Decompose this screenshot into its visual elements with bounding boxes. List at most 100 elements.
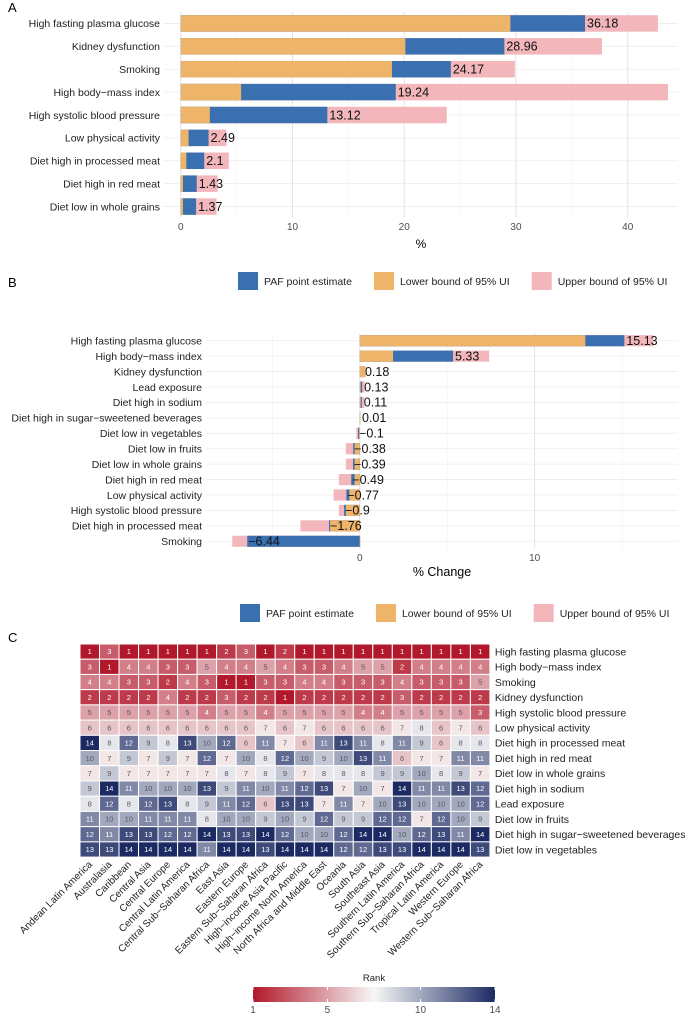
bar-value-label: −1.76	[330, 519, 362, 533]
heat-cell-value: 12	[378, 815, 386, 824]
heat-cell-value: 11	[457, 830, 465, 839]
heat-cell-value: 2	[400, 662, 404, 671]
bar-value-label: −0.77	[347, 488, 379, 502]
legend-label-pe: PAF point estimate	[266, 608, 354, 620]
heat-cell-value: 2	[283, 647, 287, 656]
bar-lower-bound	[180, 129, 189, 147]
heat-cell-value: 3	[205, 678, 209, 687]
bar-value-label: 5.33	[455, 349, 479, 363]
bar-lower-bound	[180, 38, 406, 55]
heat-cell-value: 5	[166, 708, 170, 717]
bar-value-label: 2.1	[206, 154, 223, 168]
heat-row-label: High body−mass index	[495, 662, 602, 674]
legend-label-pe: PAF point estimate	[264, 276, 352, 288]
bar-upper-bound	[345, 458, 360, 470]
heat-cell-value: 10	[203, 739, 211, 748]
heat-cell-value: 1	[88, 647, 92, 656]
heat-cell-value: 13	[164, 799, 172, 808]
heat-cell-value: 2	[459, 693, 463, 702]
x-axis-title: % Change	[413, 565, 471, 579]
heat-cell-value: 5	[439, 708, 443, 717]
heat-cell-value: 7	[400, 723, 404, 732]
heat-cell-value: 7	[224, 754, 228, 763]
heat-cell-value: 4	[185, 678, 189, 687]
heat-cell-value: 7	[302, 769, 306, 778]
heat-cell-value: 13	[242, 830, 250, 839]
heat-cell-value: 6	[205, 723, 209, 732]
heat-cell-value: 1	[322, 647, 326, 656]
heat-cell-value: 14	[222, 845, 230, 854]
bar-value-label: −0.9	[345, 504, 370, 518]
heat-cell-value: 2	[478, 693, 482, 702]
heat-cell-value: 12	[417, 830, 425, 839]
heat-cell-value: 12	[320, 815, 328, 824]
heat-cell-value: 6	[322, 723, 326, 732]
y-category-label: High systolic blood pressure	[29, 110, 160, 122]
heat-cell-value: 14	[144, 845, 152, 854]
heat-cell-value: 12	[300, 784, 308, 793]
y-category-label: Diet high in sodium	[113, 397, 203, 409]
bar-lower-bound	[180, 60, 392, 78]
heat-cell-value: 4	[127, 662, 131, 671]
heat-cell-value: 3	[439, 678, 443, 687]
heat-cell-value: 1	[459, 647, 463, 656]
heat-cell-value: 6	[244, 723, 248, 732]
y-category-label: Smoking	[119, 64, 160, 76]
y-category-label: Kidney dysfunction	[114, 366, 202, 378]
heat-cell-value: 7	[107, 754, 111, 763]
heat-cell-value: 1	[439, 647, 443, 656]
heat-cell-value: 8	[459, 739, 463, 748]
colorbar-tick-label: 1	[250, 1005, 256, 1016]
heat-row-label: Lead exposure	[495, 799, 565, 811]
heat-cell-value: 11	[105, 830, 113, 839]
legend-key-upper	[533, 604, 554, 622]
x-tick-label: 10	[529, 553, 541, 564]
heat-cell-value: 14	[359, 830, 367, 839]
heat-cell-value: 9	[478, 815, 482, 824]
bar-lower-bound	[345, 504, 360, 516]
colorbar-tick-label: 10	[415, 1005, 427, 1016]
heat-cell-value: 1	[224, 678, 228, 687]
heat-cell-value: 9	[205, 799, 209, 808]
heat-cell-value: 6	[341, 723, 345, 732]
heat-cell-value: 8	[166, 739, 170, 748]
heat-cell-value: 13	[359, 754, 367, 763]
heat-cell-value: 1	[302, 647, 306, 656]
y-category-label: Diet low in vegetables	[100, 428, 202, 440]
heat-cell-value: 3	[244, 647, 248, 656]
legend-label-lower: Lower bound of 95% UI	[400, 276, 510, 288]
heat-cell-value: 11	[476, 754, 484, 763]
bar-value-label: 0.18	[365, 365, 389, 379]
heat-cell-value: 3	[166, 662, 170, 671]
bar-value-label: −0.39	[354, 457, 386, 471]
heat-cell-value: 10	[339, 754, 347, 763]
heat-cell-value: 7	[88, 769, 92, 778]
heat-cell-value: 14	[476, 830, 484, 839]
heat-cell-value: 11	[340, 799, 348, 808]
heat-cell-value: 6	[400, 754, 404, 763]
heat-cell-value: 4	[400, 678, 404, 687]
heat-cell-value: 10	[359, 784, 367, 793]
heat-cell-value: 9	[88, 784, 92, 793]
heat-cell-value: 12	[242, 799, 250, 808]
heat-cell-value: 5	[263, 662, 267, 671]
bar-lower-bound	[180, 198, 183, 215]
bar-lower-bound	[359, 535, 361, 547]
heat-cell-value: 13	[125, 830, 133, 839]
bar-value-label: 1.37	[198, 200, 222, 214]
y-category-label: Low physical activity	[107, 490, 203, 502]
heat-cell-value: 9	[341, 815, 345, 824]
bar-value-label: 13.12	[329, 108, 360, 122]
heat-cell-value: 13	[456, 784, 464, 793]
heat-cell-value: 9	[166, 754, 170, 763]
bar-upper-bound	[359, 381, 365, 393]
heat-cell-value: 2	[420, 693, 424, 702]
legend-key-pe	[238, 272, 258, 290]
bar-value-label: −0.1	[359, 427, 384, 441]
heat-cell-value: 7	[185, 754, 189, 763]
heat-cell-value: 4	[459, 662, 463, 671]
heat-cell-value: 10	[437, 799, 445, 808]
heat-cell-value: 5	[185, 708, 189, 717]
heat-cell-value: 3	[341, 678, 345, 687]
heat-cell-value: 11	[203, 845, 211, 854]
